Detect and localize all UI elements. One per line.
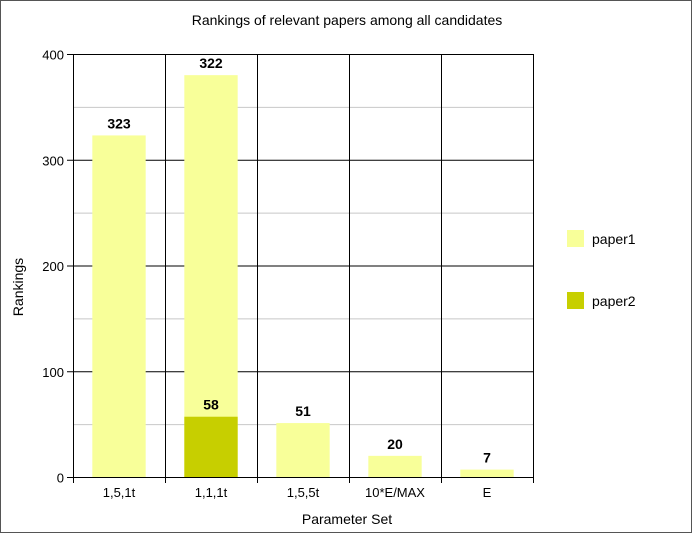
bar-paper1-2 — [184, 75, 238, 478]
legend-swatch-paper2 — [567, 292, 584, 309]
legend: paper1 paper2 — [567, 230, 636, 309]
legend-label-paper1: paper1 — [592, 231, 636, 247]
x-tick-label: 1,1,1t — [195, 485, 228, 500]
label-layer: 323 322 51 20 7 58 — [107, 55, 491, 465]
y-tick-label: 300 — [42, 153, 64, 168]
data-label-paper2-2: 58 — [203, 397, 219, 413]
data-label-paper1-1: 323 — [107, 115, 131, 131]
bar-paper1-5 — [460, 469, 514, 477]
data-label-paper1-4: 20 — [387, 436, 403, 452]
y-tick-label: 100 — [42, 365, 64, 380]
x-tick-label: E — [483, 485, 492, 500]
data-label-paper1-5: 7 — [483, 450, 491, 466]
data-label-paper1-2: 322 — [199, 55, 223, 71]
y-axis-title: Rankings — [10, 258, 26, 316]
axis-layer: 0 100 200 300 400 1,5,1t 1,1,1t 1,5,5t 10*E/MAX E — [42, 48, 534, 500]
legend-label-paper2: paper2 — [592, 293, 636, 309]
data-label-paper1-3: 51 — [295, 403, 311, 419]
bar-paper1-4 — [368, 455, 422, 477]
x-tick-label: 10*E/MAX — [365, 485, 425, 500]
bar-paper2-2 — [184, 416, 238, 477]
y-tick-label: 200 — [42, 259, 64, 274]
y-tick-label: 400 — [42, 48, 64, 63]
bar-paper1-1 — [92, 135, 146, 478]
x-tick-label: 1,5,1t — [103, 485, 136, 500]
x-tick-label: 1,5,5t — [287, 485, 320, 500]
bar-paper1-3 — [276, 423, 330, 477]
x-axis-title: Parameter Set — [302, 511, 392, 527]
y-tick-label: 0 — [57, 471, 64, 486]
bar-layer — [92, 75, 514, 478]
legend-swatch-paper1 — [567, 230, 584, 247]
grid-layer — [73, 54, 534, 477]
chart-title: Rankings of relevant papers among all ca… — [192, 12, 503, 28]
